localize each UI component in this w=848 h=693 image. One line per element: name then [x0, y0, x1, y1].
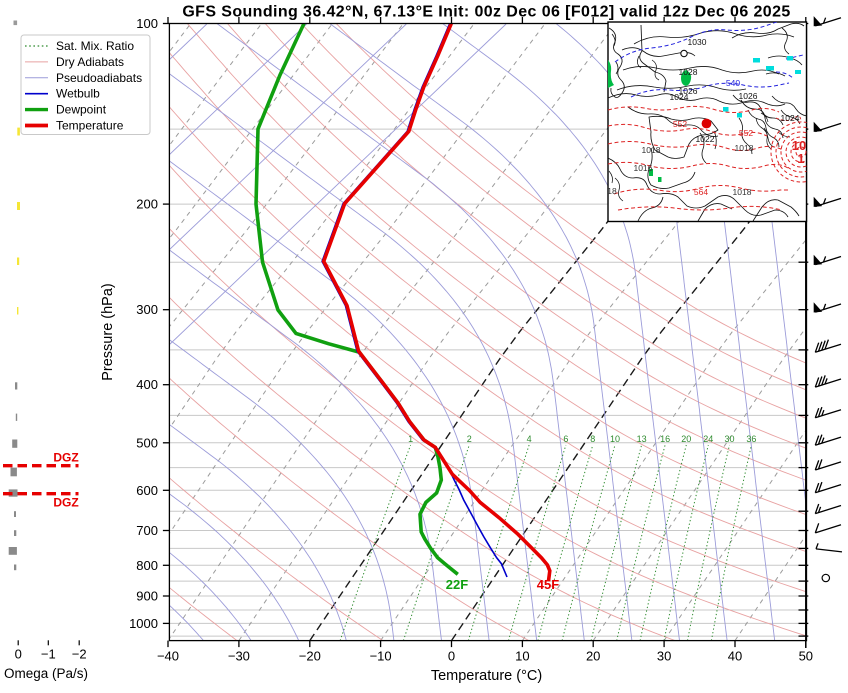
- svg-text:1018: 1018: [642, 145, 661, 155]
- svg-text:600: 600: [136, 483, 158, 498]
- svg-text:Wetbulb: Wetbulb: [56, 87, 100, 101]
- svg-text:16: 16: [660, 434, 670, 444]
- svg-text:1000: 1000: [129, 616, 158, 631]
- svg-text:1030: 1030: [688, 37, 707, 47]
- svg-text:300: 300: [136, 302, 158, 317]
- svg-text:552: 552: [673, 119, 687, 129]
- svg-text:1016: 1016: [634, 163, 653, 173]
- svg-text:Temperature: Temperature: [56, 119, 124, 133]
- svg-text:400: 400: [136, 377, 158, 392]
- svg-text:700: 700: [136, 523, 158, 538]
- svg-text:36: 36: [746, 434, 756, 444]
- svg-text:8: 8: [590, 434, 595, 444]
- svg-text:Pressure (hPa): Pressure (hPa): [100, 283, 116, 381]
- svg-text:DGZ: DGZ: [53, 451, 78, 465]
- svg-text:20: 20: [681, 434, 691, 444]
- svg-text:6: 6: [563, 434, 568, 444]
- svg-text:540: 540: [726, 78, 740, 88]
- svg-text:1018: 1018: [735, 143, 754, 153]
- svg-text:4: 4: [527, 434, 532, 444]
- svg-text:40: 40: [728, 649, 742, 664]
- svg-text:−2: −2: [72, 647, 87, 662]
- svg-text:564: 564: [694, 187, 708, 197]
- svg-text:−30: −30: [228, 649, 250, 664]
- svg-text:−40: −40: [157, 649, 179, 664]
- svg-text:30: 30: [657, 649, 671, 664]
- svg-text:900: 900: [136, 589, 158, 604]
- svg-text:1026: 1026: [739, 91, 758, 101]
- svg-text:1: 1: [797, 151, 804, 166]
- svg-text:100: 100: [136, 16, 158, 31]
- svg-text:1026: 1026: [679, 86, 698, 96]
- svg-text:Pseudoadiabats: Pseudoadiabats: [56, 71, 142, 85]
- svg-text:1: 1: [408, 434, 413, 444]
- svg-text:20: 20: [586, 649, 600, 664]
- svg-text:1028: 1028: [679, 67, 698, 77]
- svg-text:DGZ: DGZ: [53, 496, 78, 510]
- svg-text:45F: 45F: [537, 577, 559, 592]
- svg-text:−20: −20: [299, 649, 321, 664]
- svg-text:0: 0: [15, 647, 22, 662]
- svg-text:24: 24: [703, 434, 713, 444]
- svg-text:10: 10: [515, 649, 529, 664]
- svg-text:−10: −10: [370, 649, 392, 664]
- svg-text:200: 200: [136, 197, 158, 212]
- svg-text:Dewpoint: Dewpoint: [56, 103, 107, 117]
- svg-text:552: 552: [739, 128, 753, 138]
- svg-text:−1: −1: [41, 647, 56, 662]
- svg-text:30: 30: [724, 434, 734, 444]
- svg-text:1018: 1018: [733, 187, 752, 197]
- svg-text:0: 0: [448, 649, 455, 664]
- svg-text:Temperature (°C): Temperature (°C): [431, 668, 542, 684]
- svg-text:500: 500: [136, 435, 158, 450]
- svg-text:Dry Adiabats: Dry Adiabats: [56, 55, 124, 69]
- svg-text:10: 10: [792, 138, 806, 153]
- svg-text:22F: 22F: [446, 577, 468, 592]
- svg-text:Sat. Mix. Ratio: Sat. Mix. Ratio: [56, 39, 134, 53]
- svg-text:50: 50: [799, 649, 813, 664]
- svg-text:Omega (Pa/s): Omega (Pa/s): [4, 666, 88, 681]
- svg-text:1024: 1024: [670, 92, 689, 102]
- svg-text:13: 13: [637, 434, 647, 444]
- svg-text:800: 800: [136, 558, 158, 573]
- svg-text:1022: 1022: [696, 134, 715, 144]
- svg-text:1024: 1024: [781, 113, 800, 123]
- svg-text:2: 2: [467, 434, 472, 444]
- svg-text:10: 10: [610, 434, 620, 444]
- svg-text:18: 18: [607, 186, 617, 196]
- svg-text:GFS Sounding 36.42°N, 67.13°E: GFS Sounding 36.42°N, 67.13°E Init: 00z …: [182, 4, 790, 21]
